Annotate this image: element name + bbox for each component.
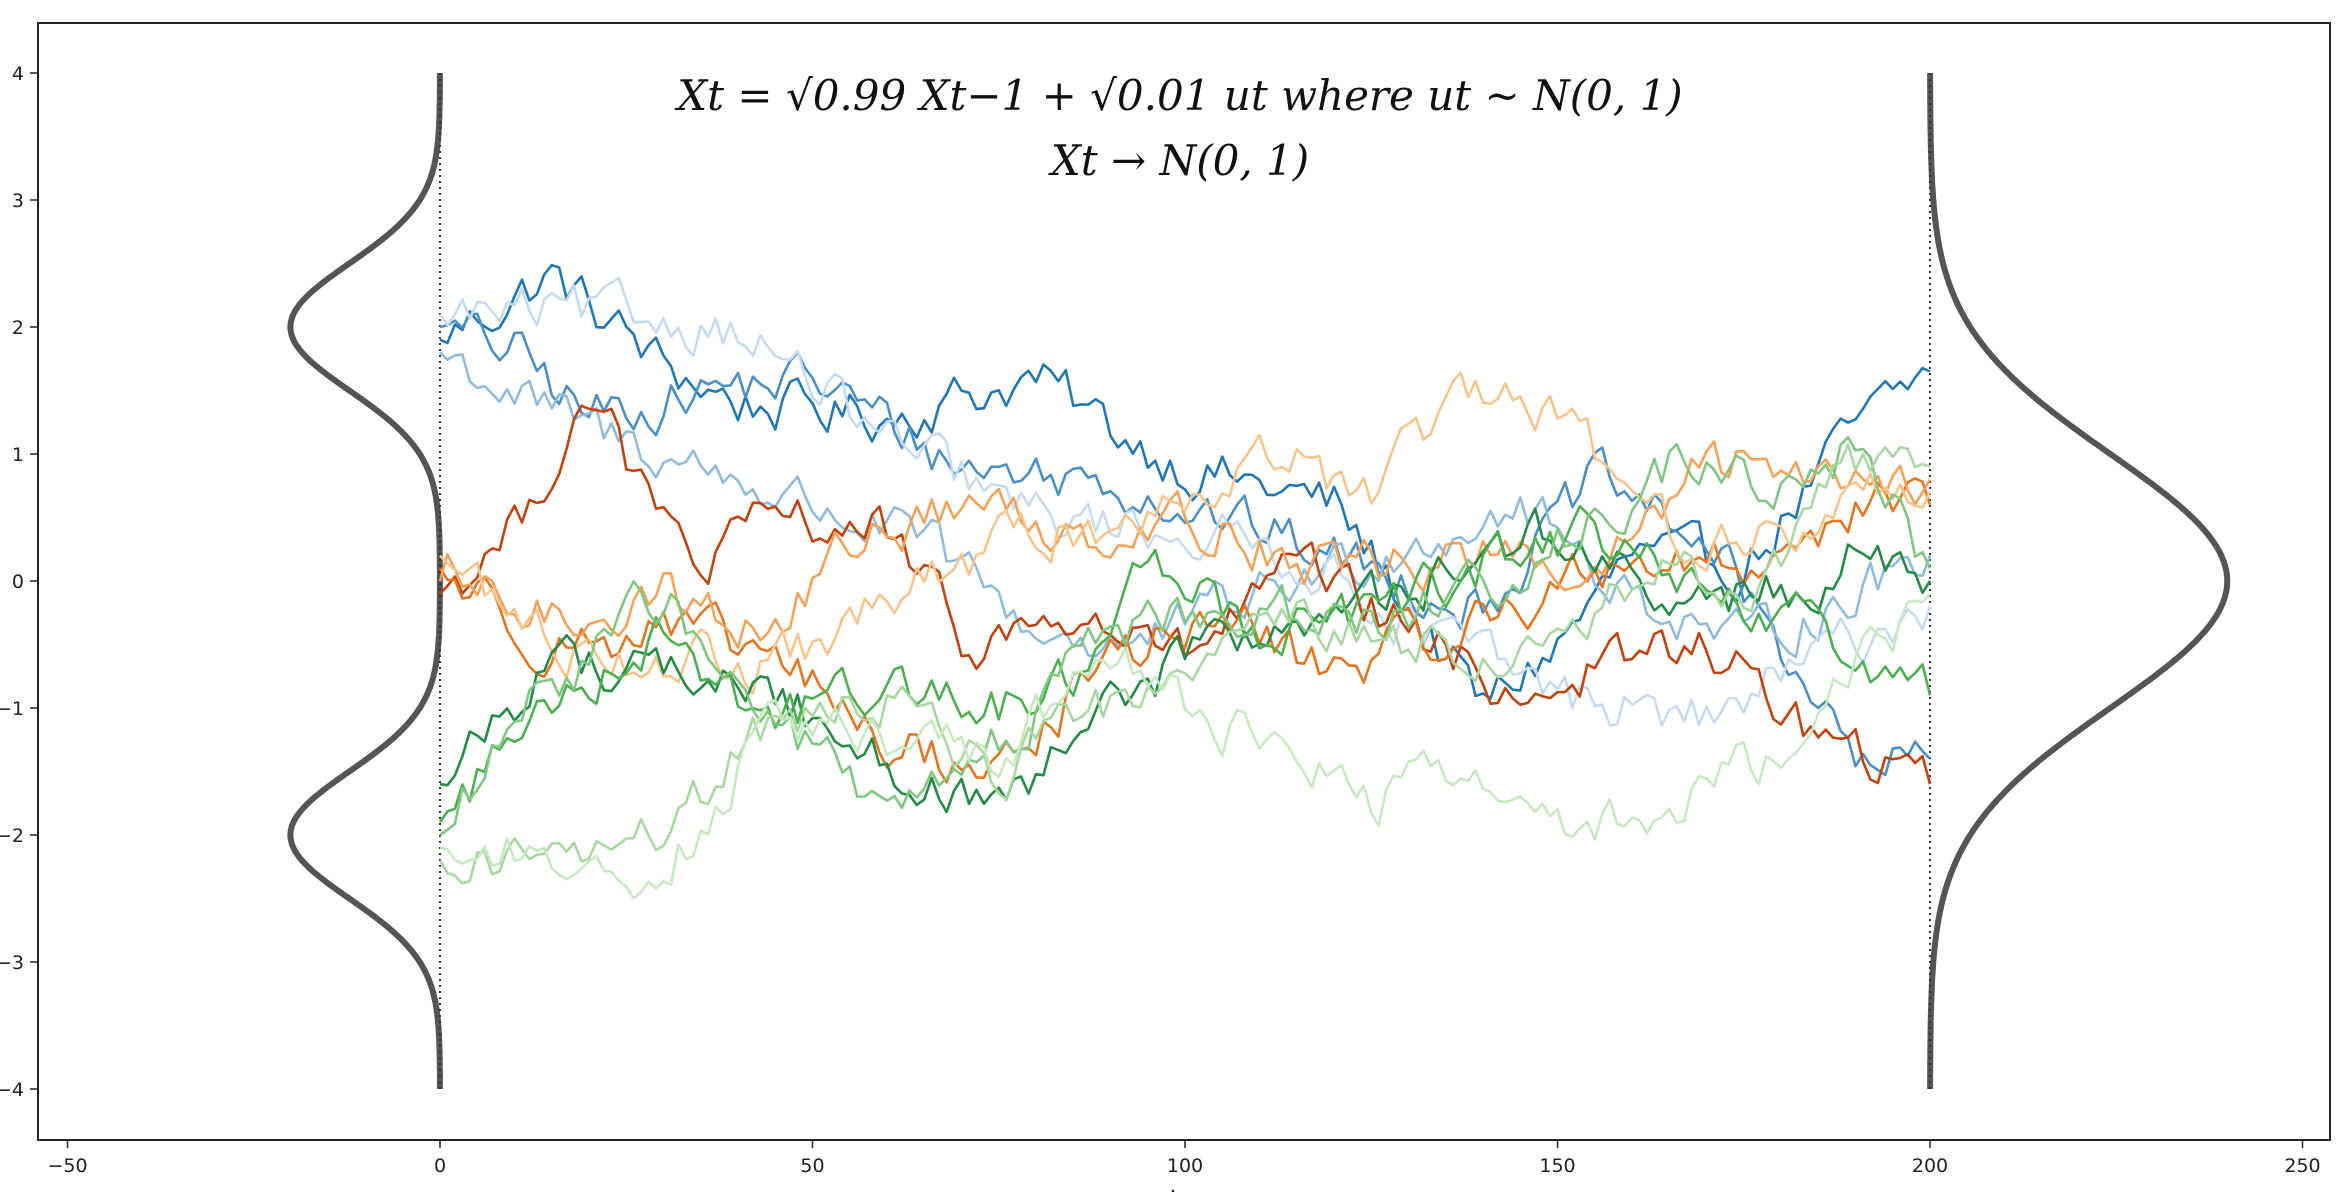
x-axis-label: step bbox=[1156, 1185, 1212, 1192]
series-line bbox=[439, 371, 1932, 695]
series-line bbox=[438, 440, 1932, 649]
y-tick-label: −4 bbox=[0, 1079, 24, 1101]
series-lines bbox=[438, 263, 1932, 900]
series-line bbox=[439, 592, 1931, 900]
x-tick-label: 0 bbox=[434, 1155, 446, 1177]
series-line bbox=[439, 507, 1932, 814]
y-tick-label: 3 bbox=[12, 190, 24, 212]
y-tick-label: 2 bbox=[12, 317, 24, 339]
y-tick-label: 1 bbox=[12, 444, 24, 466]
chart-title-line1: Xt = √0.99 Xt−1 + √0.01 ut where ut ~ N(… bbox=[674, 71, 1682, 120]
series-line bbox=[438, 276, 1932, 727]
series-line bbox=[438, 504, 1932, 824]
x-tick-label: 100 bbox=[1167, 1155, 1203, 1177]
axis-ticks: −50 0 50 100 150 200 250 −4 −3 −2 −1 0 1 2 3 4 bbox=[0, 63, 2321, 1177]
y-tick-label: 0 bbox=[12, 571, 24, 593]
x-tick-label: 250 bbox=[2284, 1155, 2320, 1177]
x-tick-label: 50 bbox=[800, 1155, 824, 1177]
x-tick-label: 150 bbox=[1539, 1155, 1575, 1177]
density-curves bbox=[287, 73, 2231, 1089]
series-line bbox=[438, 477, 1932, 784]
y-tick-label: −1 bbox=[0, 698, 24, 720]
series-line bbox=[439, 312, 1931, 777]
y-tick-label: −2 bbox=[0, 825, 24, 847]
chart-title-line2: Xt → N(0, 1) bbox=[1048, 136, 1309, 185]
x-tick-label: 200 bbox=[1912, 1155, 1948, 1177]
initial-density-curve bbox=[287, 73, 443, 1089]
plot-frame bbox=[37, 22, 2331, 1141]
x-tick-label: −50 bbox=[47, 1155, 87, 1177]
series-line bbox=[439, 351, 1932, 659]
y-tick-label: 4 bbox=[12, 63, 24, 85]
series-line bbox=[439, 436, 1932, 837]
series-line bbox=[438, 443, 1931, 885]
step-guides bbox=[439, 73, 1931, 1089]
y-tick-label: −3 bbox=[0, 952, 24, 974]
series-line bbox=[439, 263, 1931, 700]
final-density-curve bbox=[1927, 73, 2231, 1089]
